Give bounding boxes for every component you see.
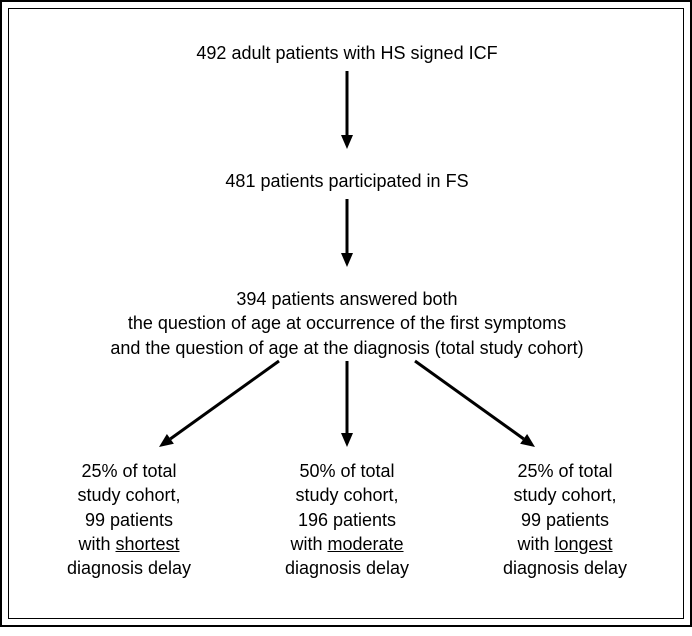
- arrows-layer: [9, 9, 692, 636]
- arrow-head: [341, 253, 353, 267]
- arrow-head: [341, 135, 353, 149]
- arrow-shaft: [170, 361, 279, 439]
- outer-frame: 492 adult patients with HS signed ICF481…: [0, 0, 692, 627]
- arrow-head: [520, 434, 535, 447]
- arrow-shaft: [415, 361, 524, 439]
- arrow-head: [159, 434, 174, 447]
- flowchart-canvas: 492 adult patients with HS signed ICF481…: [8, 8, 684, 619]
- arrow-head: [341, 433, 353, 447]
